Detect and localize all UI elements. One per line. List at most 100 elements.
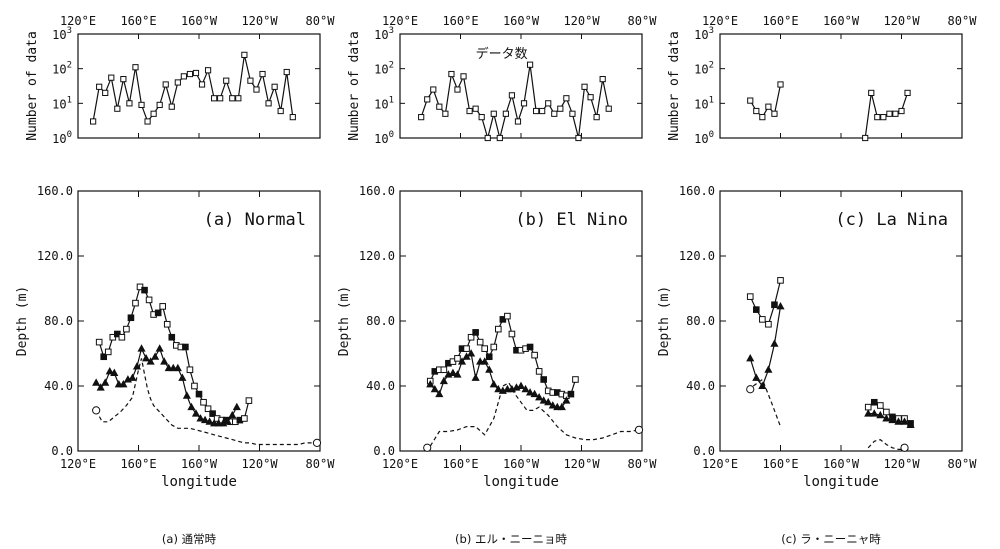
depth-point-triangle	[92, 378, 101, 386]
depth-point-triangle	[430, 384, 439, 393]
depth-x-tick-label: 80°W	[628, 457, 658, 471]
count-point	[229, 95, 236, 102]
depth-point-triangle	[196, 414, 205, 422]
depth-point-triangle	[870, 409, 879, 417]
count-point	[96, 83, 103, 90]
count-y-axis-label: Number of data	[25, 31, 40, 141]
count-point	[880, 114, 887, 121]
depth-point-square	[526, 343, 534, 351]
depth-point-square	[883, 408, 890, 416]
panel-title: (b) El Nino	[515, 210, 628, 230]
depth-point-triangle	[146, 357, 155, 365]
depth-point-triangle	[535, 392, 544, 401]
depth-y-tick-label: 40.0	[686, 379, 715, 393]
depth-point-square	[759, 316, 766, 323]
depth-y-tick-label: 0.0	[373, 444, 395, 458]
count-point	[868, 89, 875, 96]
count-point	[430, 86, 437, 93]
depth-point-square	[195, 390, 203, 398]
depth-x-tick-label: 160°W	[503, 457, 540, 471]
depth-x-tick-label: 120°W	[563, 457, 600, 471]
depth-point-triangle	[894, 417, 903, 425]
count-point	[496, 134, 503, 142]
depth-point-triangle	[467, 349, 476, 357]
depth-y-tick-label: 160.0	[679, 184, 715, 198]
depth-point-triangle	[539, 396, 548, 404]
depth-point-square	[95, 338, 103, 346]
depth-series-line-square-series	[429, 315, 577, 397]
depth-point-square	[504, 312, 511, 320]
count-point	[460, 73, 467, 80]
depth-point-square	[540, 376, 547, 383]
count-y-tick-label: 101	[52, 95, 72, 111]
depth-point-triangle	[480, 357, 489, 365]
depth-point-square	[746, 293, 754, 300]
depth-point-triangle	[128, 373, 137, 381]
count-point	[198, 81, 206, 88]
depth-point-triangle	[758, 381, 767, 390]
count-x-tick-label: 120°W	[883, 14, 920, 28]
depth-point-triangle	[764, 365, 773, 373]
depth-point-square	[191, 382, 198, 390]
depth-point-triangle	[132, 362, 142, 370]
depth-point-triangle	[426, 379, 435, 388]
count-point	[265, 100, 272, 107]
depth-point-square	[168, 333, 176, 341]
depth-circle-marker	[312, 438, 322, 447]
depth-x-tick-label: 120°E	[702, 457, 738, 471]
depth-point-square	[186, 366, 194, 374]
count-point	[442, 110, 449, 117]
count-point	[581, 83, 588, 90]
depth-circle-marker	[634, 425, 644, 434]
count-point	[892, 110, 899, 117]
count-point	[466, 107, 473, 115]
count-y-tick-label: 103	[52, 26, 72, 42]
depth-point-triangle	[516, 381, 526, 390]
depth-point-triangle	[182, 391, 191, 399]
depth-point-triangle	[752, 373, 761, 381]
depth-series-line-dashed-series	[95, 358, 317, 446]
depth-x-tick-label: 80°W	[306, 457, 336, 471]
count-point	[593, 114, 600, 121]
depth-point-triangle	[223, 417, 232, 425]
count-point	[862, 134, 869, 142]
depth-point-square	[182, 343, 189, 351]
depth-y-tick-label: 0.0	[693, 444, 715, 458]
count-point	[108, 74, 115, 81]
depth-x-tick-label: 160°E	[120, 457, 156, 471]
depth-point-triangle	[530, 389, 539, 398]
count-y-tick-label: 103	[374, 26, 394, 42]
depth-point-triangle	[876, 410, 885, 419]
depth-series-line-square-series	[98, 285, 250, 423]
depth-point-triangle	[457, 357, 467, 365]
depth-x-tick-label: 120°W	[241, 457, 278, 471]
count-y-tick-label: 100	[694, 130, 714, 146]
count-point	[90, 118, 97, 125]
count-y-tick-label: 102	[52, 61, 72, 77]
depth-y-axis-label: Depth (m)	[337, 286, 352, 356]
count-point	[126, 100, 133, 107]
count-point	[599, 76, 606, 83]
count-x-tick-label: 160°E	[120, 14, 156, 28]
depth-point-square	[765, 320, 772, 328]
depth-plot-frame	[399, 190, 643, 452]
depth-circle-marker	[92, 406, 101, 415]
depth-point-square	[777, 277, 784, 284]
depth-x-tick-label: 120°E	[60, 457, 96, 471]
depth-point-triangle	[119, 379, 128, 388]
depth-point-triangle	[525, 388, 535, 396]
depth-y-tick-label: 120.0	[37, 249, 73, 263]
count-series-line	[92, 54, 294, 123]
depth-point-triangle	[101, 378, 110, 386]
depth-point-triangle	[864, 409, 873, 417]
depth-point-square	[123, 325, 130, 333]
depth-circle-marker	[746, 385, 755, 394]
depth-point-triangle	[882, 414, 891, 422]
x-axis-label: longitude	[803, 474, 879, 490]
depth-point-triangle	[187, 402, 196, 411]
count-point	[777, 81, 784, 88]
depth-point-square	[132, 299, 139, 307]
count-point	[898, 107, 905, 115]
panel-a: 120°E 160°E 160°W 120°W 80°W 100 101 102 103 Numb…	[15, 14, 335, 546]
count-x-tick-label: 120°W	[241, 14, 278, 28]
